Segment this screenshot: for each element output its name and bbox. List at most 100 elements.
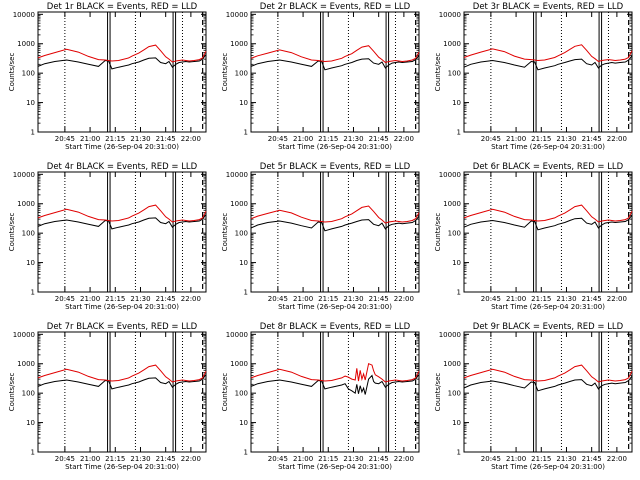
x-tick-label: 22:00 [181,135,201,143]
x-axis-label: Start Time (26-Sep-04 20:31:00) [65,303,179,311]
x-axis-label: Start Time (26-Sep-04 20:31:00) [491,143,605,151]
x-tick-label: 21:30 [556,295,576,303]
x-tick-label: 21:30 [556,455,576,463]
y-tick-label: 10 [452,419,461,427]
y-tick-label: 1000 [17,360,35,368]
y-tick-label: 100 [22,390,35,398]
plot-frame [37,11,207,133]
y-tick-label: 100 [235,230,248,238]
y-tick-label: 10000 [226,11,248,19]
series-line-lld [37,364,207,383]
x-axis-label: Start Time (26-Sep-04 20:31:00) [491,303,605,311]
y-tick-label: 10 [239,419,248,427]
x-tick-label: 21:45 [156,455,176,463]
x-tick-label: 22:00 [394,455,414,463]
series-line-events [37,214,207,230]
y-tick-label: 10000 [13,171,35,179]
x-tick-label: 21:45 [369,455,389,463]
x-tick-label: 20:45 [268,135,288,143]
x-tick-label: 21:15 [105,295,125,303]
x-axis-label: Start Time (26-Sep-04 20:31:00) [65,143,179,151]
panel-8: Det 8r BLACK = Events, RED = LLD 1 10 100 10… [221,322,420,471]
x-tick-label: 22:00 [181,295,201,303]
y-axis-label: Counts/sec [221,373,229,412]
y-tick-label: 1 [244,289,248,297]
y-tick-label: 10000 [226,171,248,179]
x-tick-label: 20:45 [481,295,501,303]
y-tick-label: 10 [26,419,35,427]
x-tick-label: 20:45 [268,295,288,303]
series-line-events [250,55,420,71]
series-line-events [463,214,633,231]
panel-title: Det 6r BLACK = Events, RED = LLD [473,162,624,172]
series-line-events [250,374,420,395]
x-tick-label: 20:45 [481,455,501,463]
y-tick-label: 1000 [230,200,248,208]
panel-4: Det 4r BLACK = Events, RED = LLD 1 10 100 10… [8,162,207,311]
x-tick-label: 21:45 [582,295,602,303]
x-tick-label: 20:45 [55,295,75,303]
x-tick-label: 20:45 [268,455,288,463]
y-tick-label: 1000 [17,200,35,208]
x-tick-label: 21:00 [80,295,100,303]
panel-title: Det 8r BLACK = Events, RED = LLD [260,322,411,332]
y-tick-label: 1000 [443,360,461,368]
x-tick-label: 21:15 [105,135,125,143]
y-axis-label: Counts/sec [8,213,16,252]
panel-title: Det 4r BLACK = Events, RED = LLD [47,162,198,172]
y-tick-label: 100 [22,70,35,78]
x-tick-label: 21:00 [80,455,100,463]
x-tick-label: 21:30 [556,135,576,143]
x-tick-label: 21:30 [343,455,363,463]
y-tick-label: 1000 [230,40,248,48]
series-line-lld [250,205,420,224]
panel-9: Det 9r BLACK = Events, RED = LLD 1 10 100 10… [434,322,633,471]
x-tick-label: 22:00 [394,295,414,303]
y-tick-label: 1000 [443,40,461,48]
y-tick-label: 1 [244,129,248,137]
x-tick-label: 21:15 [105,455,125,463]
x-axis-label: Start Time (26-Sep-04 20:31:00) [278,303,392,311]
y-tick-label: 1000 [230,360,248,368]
x-tick-label: 22:00 [607,455,627,463]
y-axis-label: Counts/sec [434,373,442,412]
y-tick-label: 1 [31,289,35,297]
y-tick-label: 100 [235,70,248,78]
x-tick-label: 21:15 [318,135,338,143]
panel-title: Det 5r BLACK = Events, RED = LLD [260,162,411,172]
series-line-lld [250,45,420,64]
series-line-lld [250,363,420,383]
panel-5: Det 5r BLACK = Events, RED = LLD 1 10 100 10… [221,162,420,311]
series-line-lld [37,204,207,223]
x-tick-label: 21:30 [130,455,150,463]
panel-2: Det 2r BLACK = Events, RED = LLD 1 10 100 10… [221,2,420,151]
y-tick-label: 1 [457,129,461,137]
panel-3: Det 3r BLACK = Events, RED = LLD 1 10 100 10… [434,2,633,151]
y-tick-label: 100 [235,390,248,398]
panel-title: Det 7r BLACK = Events, RED = LLD [47,322,198,332]
plot-frame [463,171,633,293]
y-tick-label: 100 [448,230,461,238]
x-tick-label: 21:15 [531,135,551,143]
series-line-lld [37,44,207,63]
x-tick-label: 20:45 [55,135,75,143]
x-tick-label: 21:45 [156,295,176,303]
x-tick-label: 21:00 [293,455,313,463]
y-axis-label: Counts/sec [434,53,442,92]
x-tick-label: 22:00 [607,135,627,143]
y-tick-label: 100 [22,230,35,238]
y-axis-label: Counts/sec [221,53,229,92]
x-tick-label: 21:00 [506,295,526,303]
panel-1: Det 1r BLACK = Events, RED = LLD 1 10 100 10… [8,2,207,151]
y-tick-label: 100 [448,70,461,78]
x-tick-label: 22:00 [394,135,414,143]
plot-frame [463,331,633,453]
y-tick-label: 10000 [439,331,461,339]
y-tick-label: 1 [31,129,35,137]
y-tick-label: 10 [452,259,461,267]
y-tick-label: 10000 [439,11,461,19]
series-line-events [463,55,633,71]
y-axis-label: Counts/sec [221,213,229,252]
y-tick-label: 10 [26,99,35,107]
y-tick-label: 1 [457,449,461,457]
